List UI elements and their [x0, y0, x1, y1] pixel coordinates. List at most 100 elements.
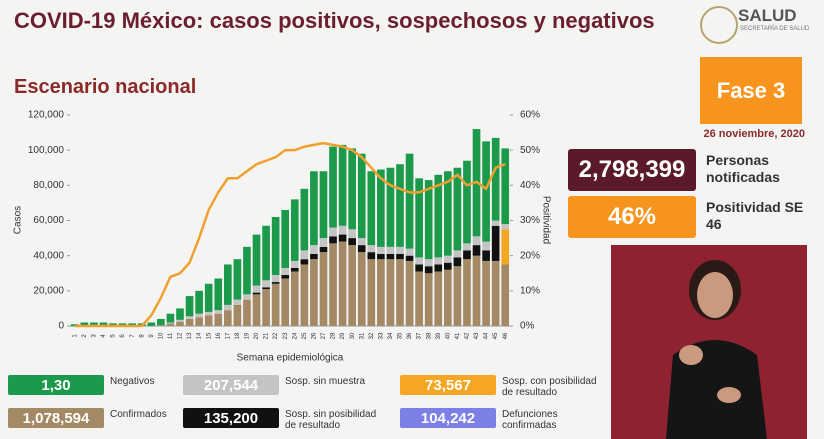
bar-segment [377, 253, 385, 260]
bar-segment [444, 269, 452, 326]
bar-segment [424, 273, 433, 326]
x-tick-label: 2 [82, 334, 88, 338]
y2-tick-label: 50% [520, 145, 540, 156]
bar-segment [281, 275, 290, 279]
bar-segment [444, 255, 452, 263]
y-tick-label: 80,000 [33, 180, 64, 191]
x-tick-label: 34 [388, 332, 394, 339]
bar-segment [415, 257, 423, 265]
bar-segment [290, 271, 299, 326]
y-tick-label: 20,000 [33, 285, 64, 296]
bar-segment [463, 160, 471, 244]
date: 26 noviembre, 2020 [703, 128, 805, 140]
positivity: 46% [568, 196, 696, 238]
bar-segment [185, 296, 194, 317]
bar-segment [233, 304, 242, 326]
bar-segment [377, 246, 385, 254]
legend-total: 1,30 [8, 375, 104, 395]
bar-segment [300, 188, 309, 251]
bar-segment [204, 283, 213, 312]
bar-segment [243, 299, 251, 326]
x-tick-label: 45 [493, 332, 499, 339]
bar-segment [319, 246, 328, 253]
x-tick-label: 43 [474, 332, 480, 339]
bar-segment [300, 250, 309, 260]
x-tick-label: 28 [331, 332, 337, 339]
bar-segment [415, 264, 423, 272]
bar-segment [348, 148, 356, 230]
x-tick-label: 24 [292, 332, 298, 339]
x-tick-label: 17 [225, 332, 231, 339]
bar-segment [491, 225, 500, 261]
bar-segment [405, 260, 414, 326]
bar-segment [338, 234, 347, 242]
x-tick-label: 19 [245, 332, 251, 339]
x-tick-label: 35 [398, 332, 404, 339]
legend-total: 207,544 [183, 375, 279, 395]
bar-segment [157, 318, 165, 326]
x-tick-label: 29 [340, 332, 346, 339]
y-tick-label: 120,000 [28, 110, 65, 121]
bar-segment [99, 322, 108, 326]
y2-tick-label: 60% [520, 110, 540, 121]
x-tick-label: 22 [273, 332, 279, 339]
x-tick-label: 23 [283, 332, 289, 339]
legend-label: Negativos [110, 376, 155, 387]
bar-segment [166, 322, 175, 324]
bar-segment [300, 259, 309, 265]
bar-segment [453, 266, 462, 326]
bar-segment [444, 171, 452, 256]
x-tick-label: 1 [72, 334, 78, 338]
bar-segment [195, 313, 203, 318]
bar-segment [195, 290, 203, 314]
x-tick-label: 7 [130, 334, 136, 338]
bar-segment [491, 260, 500, 326]
bar-segment [463, 250, 471, 260]
bar-segment [472, 255, 481, 326]
x-tick-label: 33 [378, 332, 384, 339]
x-tick-label: 10 [158, 332, 164, 339]
bar-segment [482, 241, 490, 251]
bar-segment [405, 153, 414, 249]
bar-segment [463, 243, 471, 251]
x-tick-label: 25 [302, 332, 308, 339]
bar-segment [262, 225, 270, 281]
bar-segment [415, 271, 423, 326]
positivity-label: Positividad SE 46 [706, 199, 804, 232]
bar-segment [262, 280, 270, 288]
bar-segment [147, 322, 156, 326]
x-tick-label: 11 [168, 332, 174, 339]
bar-segment [482, 260, 490, 326]
bar-segment [405, 255, 414, 261]
bar-segment [491, 220, 500, 226]
x-tick-label: 8 [139, 334, 145, 338]
title: COVID-19 México: casos positivos, sospec… [14, 8, 655, 33]
bar-segment [176, 321, 184, 326]
x-tick-label: 4 [101, 334, 107, 338]
bar-segment [472, 236, 481, 246]
positivity-value: 46 [607, 203, 635, 230]
bar-segment [338, 225, 347, 235]
x-tick-label: 3 [91, 334, 97, 338]
x-tick-label: 41 [455, 332, 461, 339]
bar-segment [386, 246, 395, 254]
notified: 2,798,399 [568, 149, 696, 191]
bar-segment [386, 259, 395, 326]
legend-label: Defunciones confirmadas [502, 409, 558, 431]
x-tick-label: 5 [111, 334, 117, 338]
bar-segment [491, 137, 500, 221]
bar-segment [357, 252, 366, 326]
bar-segment [377, 169, 385, 247]
legend-total: 73,567 [400, 375, 496, 395]
bar-segment [290, 267, 299, 272]
bar-segment [271, 282, 280, 284]
bar-segment [224, 310, 232, 326]
bar-segment [319, 171, 328, 239]
x-tick-label: 36 [407, 332, 413, 339]
bar-segment [176, 308, 184, 320]
y-tick-label: 40,000 [33, 250, 64, 261]
bar-segment [396, 259, 404, 326]
logo-sub: SECRETARÍA DE SALUD [740, 26, 810, 32]
interpreter-figure [666, 260, 767, 439]
